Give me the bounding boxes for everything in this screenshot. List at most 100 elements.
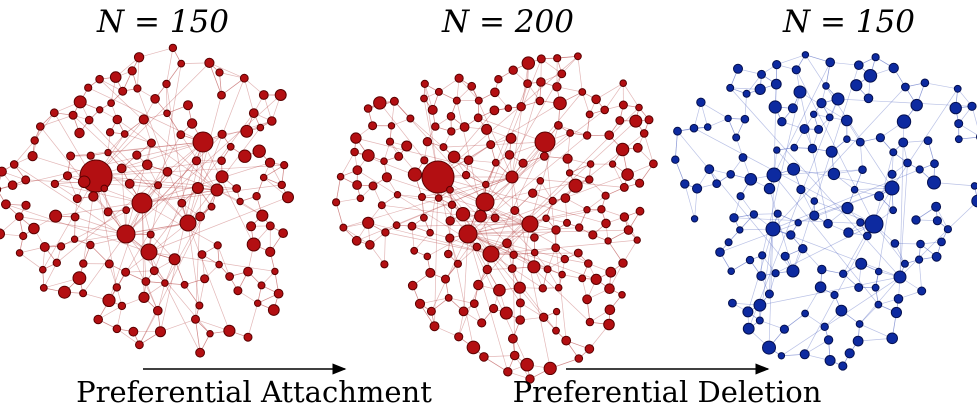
- network-edge: [160, 141, 204, 332]
- network-edge: [195, 319, 201, 353]
- network-node: [715, 247, 725, 257]
- network-edge: [595, 82, 624, 100]
- network-node: [841, 114, 853, 127]
- network-node: [191, 182, 204, 194]
- network-edge: [40, 114, 74, 127]
- network-edge: [793, 168, 893, 189]
- network-node: [615, 116, 625, 125]
- network-node: [754, 83, 766, 96]
- network-edge: [490, 141, 546, 255]
- network-edge: [125, 270, 155, 273]
- network-node: [970, 182, 977, 190]
- network-edge: [19, 216, 127, 235]
- network-left: [0, 43, 294, 358]
- network-node: [791, 65, 801, 75]
- network-node: [749, 210, 759, 219]
- network-node: [401, 140, 413, 152]
- network-node: [132, 150, 142, 160]
- network-node: [618, 100, 628, 110]
- network-node: [742, 322, 755, 335]
- network-edge: [772, 86, 906, 230]
- network-edge: [368, 222, 492, 255]
- network-node: [482, 264, 492, 275]
- network-node: [240, 124, 254, 138]
- network-node: [810, 110, 818, 119]
- network-node: [466, 340, 481, 355]
- network-node: [548, 196, 557, 205]
- network-edge: [166, 113, 218, 191]
- network-node: [426, 228, 434, 237]
- network-node: [738, 153, 748, 162]
- network-node: [644, 115, 654, 125]
- network-node: [799, 124, 810, 134]
- network-node: [787, 162, 801, 176]
- network-edge: [971, 106, 977, 126]
- network-node: [649, 159, 658, 169]
- network-node: [393, 191, 402, 199]
- network-node: [474, 209, 487, 223]
- network-edge: [490, 107, 640, 255]
- network-node: [560, 193, 571, 204]
- network-node: [801, 309, 809, 318]
- network-node: [232, 184, 242, 193]
- network-node: [565, 169, 574, 177]
- network-node: [407, 221, 417, 231]
- network-node: [588, 230, 598, 240]
- network-node: [608, 160, 617, 168]
- network-node: [257, 281, 266, 290]
- network-node: [772, 60, 782, 70]
- network-node: [469, 299, 479, 309]
- network-node: [673, 126, 682, 136]
- network-edge: [384, 232, 386, 265]
- network-node: [568, 178, 583, 193]
- network-node: [444, 249, 453, 259]
- network-node: [766, 167, 782, 183]
- network-node: [796, 184, 806, 195]
- network-node: [864, 214, 884, 234]
- network-node: [604, 237, 612, 245]
- network-edge: [141, 141, 204, 204]
- network-node: [825, 145, 838, 158]
- network-node: [278, 228, 289, 239]
- network-node: [768, 100, 782, 114]
- network-node: [434, 194, 443, 202]
- network-node: [407, 167, 422, 182]
- network-node: [444, 294, 453, 302]
- network-node: [161, 279, 169, 287]
- network-node: [863, 93, 874, 104]
- network-node: [744, 173, 758, 186]
- network-node: [886, 332, 899, 345]
- network-edge: [918, 259, 923, 292]
- network-edge: [899, 142, 904, 278]
- network-edge: [335, 176, 341, 203]
- network-node: [142, 159, 153, 171]
- network-node: [259, 173, 268, 182]
- network-node: [339, 223, 348, 232]
- network-node: [923, 136, 933, 146]
- network-node: [168, 43, 178, 53]
- network-edge: [95, 164, 285, 177]
- network-node: [406, 114, 415, 123]
- network-edge: [221, 77, 245, 96]
- network-node: [140, 243, 158, 261]
- network-node: [888, 62, 899, 74]
- network-node: [225, 272, 235, 281]
- network-edge: [467, 227, 580, 235]
- network-edge: [160, 318, 196, 333]
- network-node: [793, 85, 807, 99]
- network-node: [852, 335, 864, 347]
- network-node: [809, 210, 820, 221]
- network-node: [618, 258, 628, 268]
- network-edge: [947, 201, 977, 230]
- network-node: [931, 201, 942, 212]
- network-node: [150, 94, 160, 104]
- network-edge: [445, 141, 546, 280]
- network-edge: [511, 81, 542, 178]
- network-node: [427, 104, 438, 115]
- network-node: [204, 57, 215, 69]
- network-node: [274, 89, 287, 101]
- network-node: [352, 180, 363, 190]
- network-node: [615, 142, 630, 157]
- network-node: [903, 158, 912, 168]
- network-node: [539, 312, 549, 322]
